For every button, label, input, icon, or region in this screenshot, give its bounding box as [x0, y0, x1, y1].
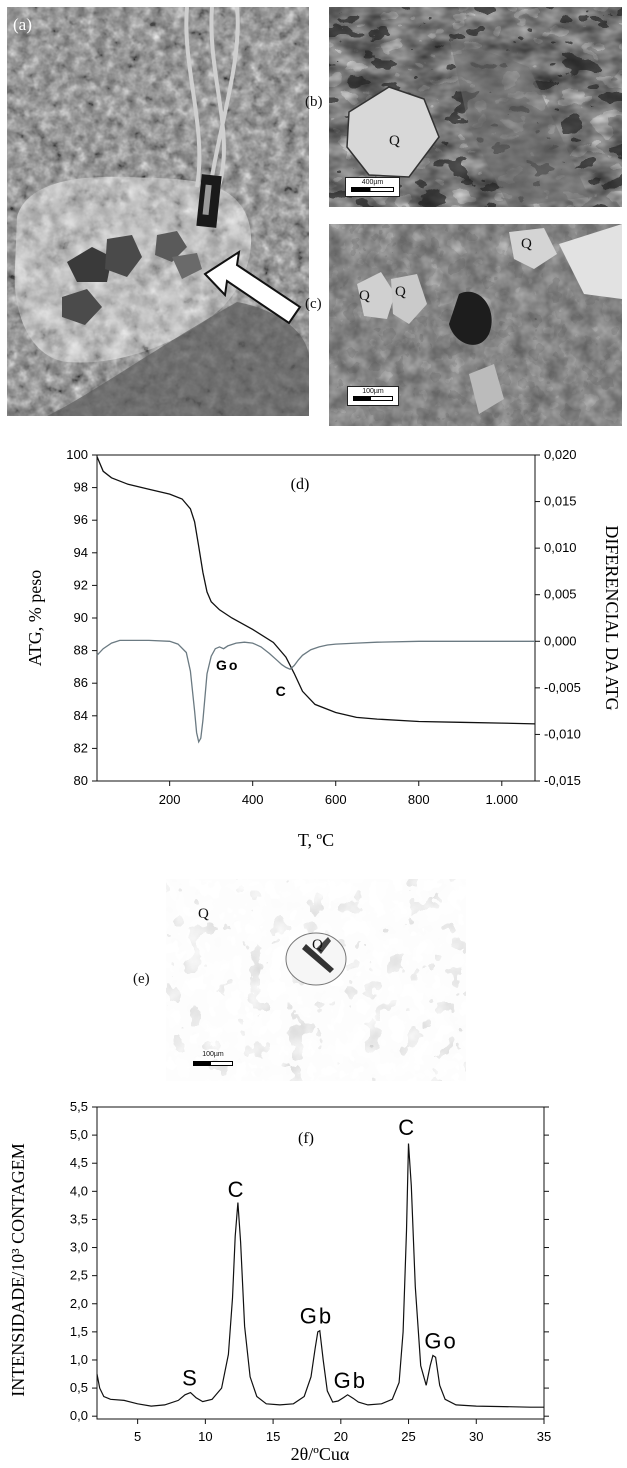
- peak-annotation: Go: [216, 657, 239, 673]
- x-tick-label: 800: [408, 792, 430, 807]
- y-axis-title-right: DIFERENCIAL DA ATG: [602, 525, 622, 710]
- y-tick-label-right: -0,010: [544, 726, 581, 741]
- peak-annotation: S: [182, 1365, 199, 1390]
- dtg-curve: [96, 639, 535, 744]
- y-tick-label: 3,0: [70, 1240, 88, 1255]
- y-axis-title: INTENSIDADE/10³ CONTAGEM: [8, 1143, 28, 1396]
- x-axis-title: 2θ/ºCuα: [291, 1444, 350, 1464]
- chart-atg: 200 400 600 800 1.000 80 82 84 86 88 90 92 94 96 98 100…: [25, 447, 622, 850]
- y-tick-label-left: 100: [66, 447, 88, 462]
- y-tick-label: 4,0: [70, 1183, 88, 1198]
- y-tick-label-right: 0,005: [544, 587, 577, 602]
- y-tick-label: 0,5: [70, 1380, 88, 1395]
- x-tick-label: 400: [242, 792, 264, 807]
- atg-curve: [96, 456, 536, 725]
- y-tick-label: 5,5: [70, 1099, 88, 1114]
- xrd-pattern: [96, 1143, 544, 1408]
- mineral-label-quartz: Q: [389, 133, 400, 149]
- x-tick-label: 35: [537, 1429, 551, 1444]
- mineral-label-quartz: Q: [359, 288, 370, 304]
- y-tick-label: 0,0: [70, 1408, 88, 1423]
- scale-bar: 100µm: [347, 386, 399, 406]
- x-tick-label: 30: [469, 1429, 483, 1444]
- mineral-label-quartz: Q: [521, 236, 532, 252]
- y-tick-label-right: 0,000: [544, 633, 577, 648]
- micrograph-panel-c: Q Q Q 100µm: [329, 224, 622, 426]
- y-axis-title-left: ATG, % peso: [25, 570, 45, 667]
- mineral-label-quartz: Q: [312, 937, 323, 953]
- panel-label-c: (c): [305, 296, 322, 312]
- y-tick-label-right: 0,010: [544, 540, 577, 555]
- x-tick-label: 25: [401, 1429, 415, 1444]
- photo-panel-a: (a): [7, 7, 309, 416]
- x-tick-label: 200: [159, 792, 181, 807]
- panel-label-a: (a): [13, 15, 32, 34]
- peak-annotation: C: [228, 1177, 246, 1202]
- y-tick-label-left: 84: [74, 708, 88, 723]
- y-tick-label-left: 94: [74, 545, 88, 560]
- panel-label-e: (e): [133, 971, 150, 987]
- y-tick-label: 1,5: [70, 1324, 88, 1339]
- x-tick-label: 5: [134, 1429, 141, 1444]
- scale-bar: 100µm: [188, 1050, 238, 1070]
- arrow-icon: [203, 249, 302, 325]
- micrograph-b: [329, 7, 622, 207]
- micrograph-panel-b: Q 400µm: [329, 7, 622, 207]
- y-tick-label: 2,0: [70, 1296, 88, 1311]
- micrograph-panel-e: Q Q 100µm: [166, 879, 466, 1081]
- y-tick-label-left: 86: [74, 675, 88, 690]
- chart-xrd: 5 10 15 20 25 30 35 0,0 0,5 1,0 1,5 2,0 2,5 3,0 3,5 4,0…: [8, 1099, 551, 1464]
- x-tick-label: 15: [266, 1429, 280, 1444]
- y-tick-label: 3,5: [70, 1211, 88, 1226]
- y-tick-label-left: 90: [74, 610, 88, 625]
- mineral-label-quartz: Q: [198, 906, 209, 922]
- y-tick-label-left: 88: [74, 643, 88, 658]
- y-tick-label: 2,5: [70, 1268, 88, 1283]
- x-axis-title: T, ºC: [298, 830, 334, 850]
- peak-annotation: C: [398, 1115, 416, 1140]
- y-tick-label: 4,5: [70, 1155, 88, 1170]
- x-tick-label: 20: [334, 1429, 348, 1444]
- panel-label-d: (d): [291, 476, 310, 493]
- y-tick-label: 5,0: [70, 1127, 88, 1142]
- plot-frame: [96, 1106, 545, 1420]
- micrograph-e: [166, 879, 466, 1081]
- y-tick-label-left: 92: [74, 577, 88, 592]
- peak-annotation: C: [276, 683, 288, 699]
- y-tick-label-left: 82: [74, 740, 88, 755]
- peak-annotation: Go: [424, 1329, 457, 1354]
- field-photo: [7, 7, 309, 416]
- y-tick-label-right: 0,015: [544, 494, 577, 509]
- x-tick-label: 1.000: [486, 792, 519, 807]
- y-tick-label-right: 0,020: [544, 447, 577, 462]
- mineral-label-quartz: Q: [395, 284, 406, 300]
- panel-label-b: (b): [305, 94, 323, 110]
- y-tick-label: 1,0: [70, 1352, 88, 1367]
- y-tick-label-left: 98: [74, 480, 88, 495]
- y-tick-label-left: 80: [74, 773, 88, 788]
- y-tick-label-right: -0,015: [544, 773, 581, 788]
- panel-label-f: (f): [298, 1130, 314, 1147]
- peak-annotation: Gb: [300, 1303, 333, 1328]
- y-tick-label-right: -0,005: [544, 680, 581, 695]
- peak-annotation: Gb: [334, 1368, 367, 1393]
- y-tick-label-left: 96: [74, 512, 88, 527]
- plot-frame: [96, 454, 536, 782]
- x-tick-label: 600: [325, 792, 347, 807]
- x-tick-label: 10: [198, 1429, 212, 1444]
- scale-bar: 400µm: [345, 177, 400, 197]
